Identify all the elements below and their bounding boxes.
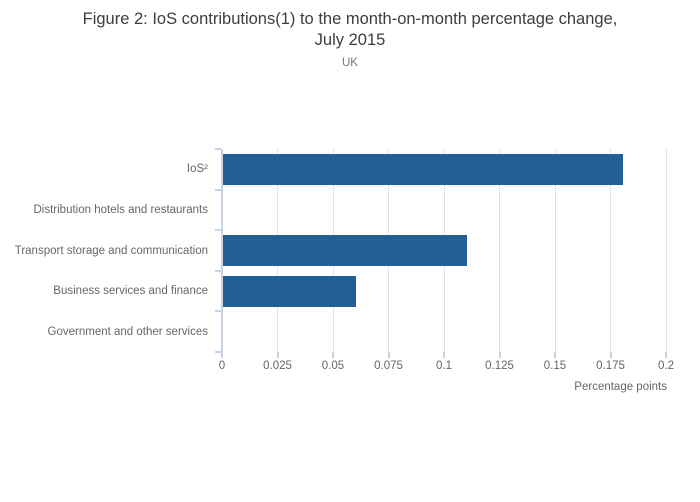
- gridline: [610, 149, 611, 352]
- gridline: [554, 149, 556, 352]
- chart-title-line2: July 2015: [314, 31, 386, 49]
- x-tick: [554, 352, 556, 358]
- category-label: Government and other services: [47, 325, 208, 338]
- category-label: Distribution hotels and restaurants: [33, 203, 208, 216]
- x-axis-title: Percentage points: [574, 381, 667, 393]
- y-tick: [215, 351, 221, 353]
- x-tick: [609, 352, 612, 358]
- x-tick-label: 0.025: [263, 360, 292, 372]
- x-tick-label: 0.05: [321, 360, 345, 372]
- x-tick: [665, 352, 667, 358]
- y-tick: [215, 269, 221, 272]
- bar: [223, 235, 468, 266]
- chart-title-line1: Figure 2: IoS contributions(1) to the mo…: [82, 10, 618, 28]
- x-tick: [221, 352, 223, 358]
- y-axis-line: [221, 149, 223, 352]
- category-label: Business services and finance: [53, 285, 208, 298]
- y-tick: [215, 148, 221, 150]
- y-tick: [215, 188, 221, 191]
- category-label: IoS²: [186, 163, 208, 176]
- x-tick-label: 0.1: [436, 360, 452, 372]
- y-tick: [215, 229, 221, 232]
- x-tick-label: 0.15: [543, 360, 567, 372]
- x-tick-label: 0.2: [658, 360, 674, 372]
- gridline: [499, 149, 500, 352]
- bar: [223, 275, 357, 307]
- y-tick: [215, 310, 221, 313]
- x-tick: [443, 352, 445, 358]
- x-tick: [498, 352, 501, 358]
- x-tick: [332, 352, 334, 358]
- x-tick-label: 0: [218, 360, 226, 372]
- x-tick-label: 0.125: [485, 360, 514, 372]
- x-tick-label: 0.175: [596, 360, 625, 372]
- bar: [223, 153, 623, 185]
- chart-subtitle: UK: [342, 57, 358, 69]
- x-tick: [276, 352, 279, 358]
- gridline: [665, 149, 667, 352]
- chart-title: Figure 2: IoS contributions(1) to the mo…: [0, 9, 700, 51]
- x-tick-label: 0.075: [374, 360, 403, 372]
- x-tick: [387, 352, 390, 358]
- category-label: Transport storage and communication: [14, 244, 208, 257]
